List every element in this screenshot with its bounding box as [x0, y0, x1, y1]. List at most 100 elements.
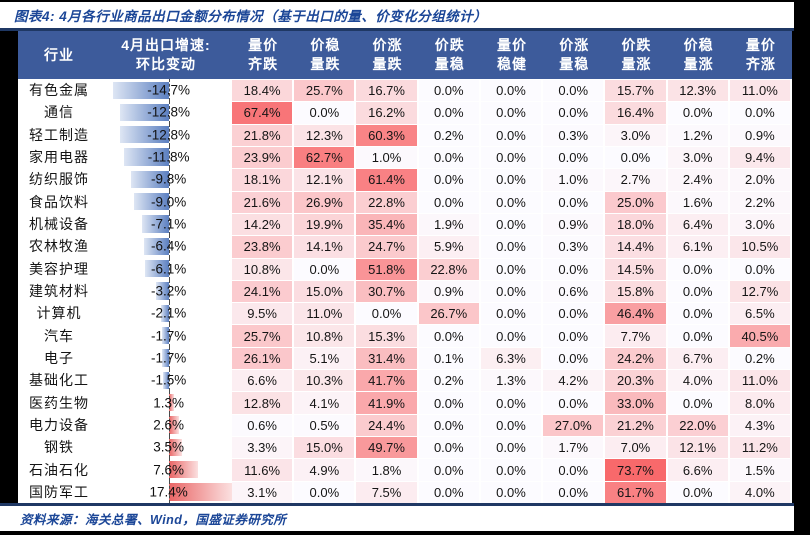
bar-axis-line: [168, 279, 170, 303]
industry-label: 国防军工: [18, 480, 100, 503]
value-cell: 24.1%: [232, 279, 295, 303]
value-cell: 16.4%: [605, 101, 668, 124]
value-cell: 26.7%: [418, 302, 481, 325]
value-cell: 0.9%: [418, 279, 481, 303]
mom-data-bar: [162, 326, 169, 345]
value-cell: 2.2%: [729, 190, 792, 213]
value-cell: 0.0%: [480, 168, 544, 191]
value-cell: 35.4%: [356, 212, 419, 236]
industry-label: 农林牧渔: [18, 235, 100, 258]
value-cell: 1.0%: [356, 145, 419, 169]
col-header-group-9: 量价 齐涨: [729, 31, 792, 79]
mom-data-bar: [168, 483, 232, 501]
bar-axis-line: [168, 413, 170, 437]
value-cell: 2.0%: [729, 168, 792, 191]
footer-divider: [0, 503, 794, 506]
value-cell: 12.7%: [729, 279, 792, 303]
value-cell: 12.1%: [294, 168, 357, 191]
col-header-group-4: 价跌 量稳: [418, 31, 481, 79]
value-cell: 0.0%: [480, 391, 544, 414]
value-cell: 1.0%: [543, 168, 606, 191]
value-cell: 0.0%: [418, 436, 481, 459]
mom-bar-cell: -7.1%: [100, 212, 232, 236]
value-cell: 24.4%: [356, 413, 419, 437]
value-cell: 23.9%: [232, 145, 295, 169]
header-line1: 价涨: [559, 37, 590, 53]
value-cell: 7.7%: [605, 324, 668, 347]
mom-data-bar: [112, 81, 169, 99]
value-cell: 1.6%: [667, 190, 730, 213]
value-cell: 0.0%: [543, 101, 606, 124]
industry-label: 电力设备: [18, 413, 100, 437]
value-cell: 4.2%: [543, 369, 606, 392]
value-cell: 61.7%: [605, 480, 668, 503]
value-cell: 25.0%: [605, 190, 668, 213]
value-cell: 4.0%: [667, 369, 730, 392]
value-cell: 0.3%: [543, 123, 606, 146]
mom-bar-cell: -6.4%: [100, 235, 232, 258]
value-cell: 26.1%: [232, 346, 295, 370]
value-cell: 12.3%: [667, 79, 730, 102]
value-cell: 0.0%: [667, 279, 730, 303]
value-cell: 0.0%: [480, 302, 544, 325]
bar-axis-line: [168, 79, 170, 102]
col-header-group-7: 价跌 量涨: [605, 31, 668, 79]
value-cell: 6.4%: [667, 212, 730, 236]
value-cell: 41.9%: [356, 391, 419, 414]
value-cell: 2.4%: [667, 168, 730, 191]
header-line1: 量价: [745, 37, 776, 53]
industry-label: 家用电器: [18, 145, 100, 169]
value-cell: 0.0%: [667, 257, 730, 280]
mom-bar-cell: -12.8%: [100, 101, 232, 124]
value-cell: 11.2%: [729, 436, 792, 459]
mom-data-bar: [131, 170, 169, 189]
value-cell: 62.7%: [294, 145, 357, 169]
value-cell: 0.0%: [543, 324, 606, 347]
mom-bar-cell: 17.4%: [100, 480, 232, 503]
value-cell: 21.6%: [232, 190, 295, 213]
value-cell: 4.0%: [729, 480, 792, 503]
mom-bar-cell: -1.7%: [100, 346, 232, 370]
value-cell: 10.3%: [294, 369, 357, 392]
header-line1: 量价: [496, 37, 527, 53]
mom-bar-cell: 1.3%: [100, 391, 232, 414]
value-cell: 0.0%: [480, 123, 544, 146]
value-cell: 11.0%: [729, 79, 792, 102]
bar-axis-line: [168, 212, 170, 236]
value-cell: 14.1%: [294, 235, 357, 258]
value-cell: 22.0%: [667, 413, 730, 437]
col-header-mom-line2: 环比变动: [136, 56, 196, 72]
bar-axis-line: [168, 168, 170, 191]
header-line2: 量涨: [621, 56, 652, 72]
mom-value: -1.7%: [150, 328, 187, 344]
mom-bar-cell: -2.1%: [100, 302, 232, 325]
value-cell: 0.0%: [418, 480, 481, 503]
value-cell: 6.7%: [667, 346, 730, 370]
mom-bar-cell: -14.7%: [100, 79, 232, 102]
industry-label: 美容护理: [18, 257, 100, 280]
value-cell: 1.2%: [667, 123, 730, 146]
mom-value: -12.8%: [147, 127, 191, 143]
mom-bar-cell: -9.0%: [100, 190, 232, 213]
value-cell: 0.0%: [667, 302, 730, 325]
industry-label: 轻工制造: [18, 123, 100, 146]
bar-axis-line: [168, 458, 170, 481]
value-cell: 67.4%: [232, 101, 295, 124]
figure-title-bar: 图表4: 4月各行业商品出口金额分布情况（基于出口的量、价变化分组统计）: [0, 2, 794, 28]
value-cell: 73.7%: [605, 458, 668, 481]
mom-value: -6.4%: [150, 238, 187, 254]
mom-data-bar: [168, 460, 198, 479]
industry-label: 食品饮料: [18, 190, 100, 213]
value-cell: 15.0%: [294, 436, 357, 459]
mom-bar-cell: -9.8%: [100, 168, 232, 191]
col-header-group-3: 价涨 量跌: [356, 31, 419, 79]
value-cell: 21.2%: [605, 413, 668, 437]
mom-data-bar: [168, 416, 179, 434]
mom-data-bar: [160, 304, 169, 322]
mom-data-bar: [168, 393, 174, 412]
value-cell: 0.0%: [543, 346, 606, 370]
mom-value: -1.5%: [150, 372, 187, 388]
mom-value: -9.0%: [150, 194, 187, 210]
value-cell: 3.1%: [232, 480, 295, 503]
mom-data-bar: [144, 237, 169, 256]
